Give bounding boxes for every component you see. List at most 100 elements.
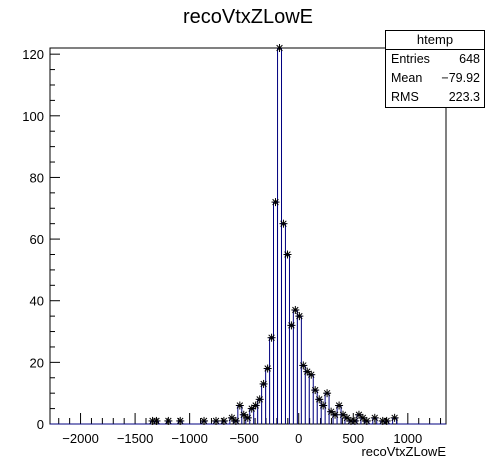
marker-stroke — [292, 306, 299, 314]
stats-mean-value: −79.92 — [441, 71, 480, 85]
marker-stroke — [240, 411, 247, 418]
data-point — [350, 416, 359, 425]
data-point — [263, 364, 272, 373]
data-point — [315, 395, 324, 404]
data-markers — [148, 44, 399, 425]
marker-stroke — [355, 411, 363, 418]
data-point — [303, 367, 312, 376]
data-point — [362, 416, 371, 425]
marker-stroke — [276, 44, 283, 52]
marker-stroke — [264, 365, 271, 372]
marker-stroke — [268, 334, 275, 341]
marker-stroke — [323, 389, 331, 397]
marker-stroke — [200, 417, 208, 425]
data-point — [212, 416, 221, 425]
data-point — [267, 333, 276, 342]
y-tick-label: 0 — [37, 417, 44, 432]
x-tick-label: −1000 — [171, 431, 208, 446]
marker-stroke — [351, 417, 359, 425]
x-axis-label: recoVtxZLowE — [361, 444, 446, 459]
stats-box: htemp Entries 648 Mean −79.92 RMS 223.3 — [385, 30, 485, 108]
marker-stroke — [232, 417, 240, 425]
data-point — [152, 416, 161, 425]
stats-rms-value: 223.3 — [448, 90, 480, 104]
marker-stroke — [335, 402, 343, 409]
data-point — [335, 401, 344, 410]
data-point — [319, 401, 328, 410]
data-point — [219, 416, 228, 425]
stats-entries-value: 648 — [459, 52, 480, 66]
data-point — [287, 321, 296, 330]
marker-stroke — [280, 220, 287, 227]
marker-stroke — [339, 411, 347, 418]
marker-stroke — [228, 414, 236, 422]
data-point — [307, 370, 316, 379]
chart-title: recoVtxZLowE — [182, 6, 314, 28]
data-point — [243, 413, 252, 422]
marker-stroke — [153, 417, 160, 425]
y-tick-label: 120 — [22, 47, 44, 62]
marker-stroke — [272, 198, 279, 206]
marker-stroke — [256, 396, 263, 403]
marker-stroke — [220, 417, 228, 425]
data-point — [299, 361, 308, 370]
stats-rms-label: RMS — [391, 90, 419, 104]
data-point — [271, 198, 280, 207]
marker-stroke — [391, 414, 398, 422]
marker-stroke — [363, 417, 371, 425]
marker-stroke — [343, 414, 351, 422]
marker-stroke — [319, 402, 327, 409]
x-axis: −2000 −1500 −1000 −500 0 500 1000 — [58, 413, 442, 446]
stats-rms-row: RMS 223.3 — [386, 88, 484, 107]
marker-stroke — [252, 402, 259, 409]
x-tick-label: 0 — [295, 431, 302, 446]
data-point — [227, 413, 236, 422]
x-tick-label: −1500 — [117, 431, 154, 446]
data-point — [311, 386, 320, 395]
data-point — [295, 312, 304, 321]
x-tick-label: 1000 — [393, 431, 422, 446]
y-axis: 0 20 40 60 80 100 120 — [22, 47, 60, 432]
marker-stroke — [331, 411, 339, 418]
data-point — [382, 416, 391, 425]
y-tick-label: 80 — [30, 170, 44, 185]
y-tick-label: 40 — [30, 294, 44, 309]
data-point — [176, 416, 185, 425]
data-point — [235, 401, 244, 410]
marker-stroke — [296, 312, 303, 320]
y-tick-label: 100 — [22, 109, 44, 124]
x-tick-label: −500 — [230, 431, 259, 446]
marker-stroke — [359, 414, 367, 422]
marker-stroke — [244, 414, 252, 422]
data-point — [342, 413, 351, 422]
marker-stroke — [316, 396, 323, 403]
x-tick-label: −2000 — [62, 431, 99, 446]
marker-stroke — [260, 380, 267, 388]
marker-stroke — [304, 368, 311, 375]
marker-stroke — [165, 417, 172, 425]
data-point — [279, 219, 288, 228]
marker-stroke — [288, 322, 295, 329]
marker-stroke — [311, 386, 319, 394]
data-point — [390, 413, 399, 422]
data-point — [251, 401, 260, 410]
y-tick-label: 60 — [30, 232, 44, 247]
marker-stroke — [284, 251, 291, 258]
marker-stroke — [371, 414, 378, 422]
data-point — [331, 410, 340, 419]
stats-entries-row: Entries 648 — [386, 50, 484, 69]
data-point — [231, 416, 240, 425]
data-point — [200, 416, 209, 425]
data-point — [239, 410, 248, 419]
plot-frame — [49, 47, 447, 425]
data-point — [255, 395, 264, 404]
data-point — [164, 416, 173, 425]
plot-border — [49, 47, 447, 425]
data-point — [327, 407, 336, 416]
stats-mean-label: Mean — [391, 71, 423, 85]
data-point — [323, 389, 332, 398]
y-tick-label: 20 — [30, 355, 44, 370]
marker-stroke — [177, 417, 184, 425]
data-point — [370, 413, 379, 422]
